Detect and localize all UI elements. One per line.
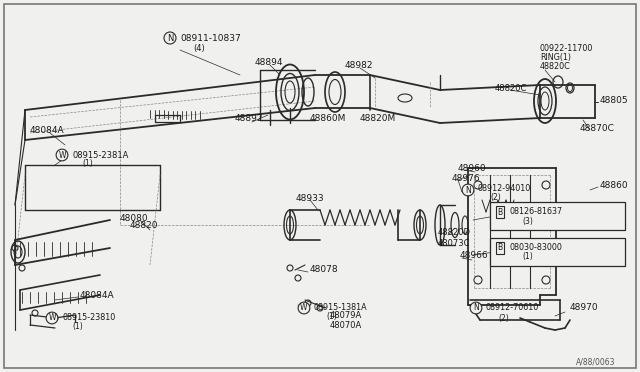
Text: 08911-10837: 08911-10837 — [180, 33, 241, 42]
Text: B: B — [497, 208, 502, 217]
Text: 48870C: 48870C — [580, 124, 615, 132]
Text: 08915-2381A: 08915-2381A — [72, 151, 129, 160]
Text: 48073C: 48073C — [438, 240, 470, 248]
Text: 48933: 48933 — [296, 193, 324, 202]
Text: 48976: 48976 — [452, 173, 481, 183]
Text: (1): (1) — [522, 253, 532, 262]
Text: 48894: 48894 — [255, 58, 284, 67]
Bar — [490, 202, 625, 230]
Circle shape — [287, 265, 293, 271]
Text: 48970: 48970 — [570, 304, 598, 312]
Circle shape — [12, 245, 18, 251]
Text: 48820C: 48820C — [540, 61, 571, 71]
Text: (1): (1) — [72, 321, 83, 330]
Text: 08126-81637: 08126-81637 — [510, 206, 563, 215]
Text: (4): (4) — [193, 44, 205, 52]
Circle shape — [295, 275, 301, 281]
Text: 48084A: 48084A — [30, 125, 65, 135]
Circle shape — [32, 310, 38, 316]
Text: 48820M: 48820M — [360, 113, 396, 122]
Text: B: B — [497, 244, 502, 253]
Bar — [490, 238, 625, 266]
Text: W: W — [48, 314, 56, 323]
Text: W: W — [300, 304, 308, 312]
Text: (2): (2) — [490, 192, 500, 202]
Text: 08915-23810: 08915-23810 — [62, 312, 115, 321]
Text: 48860M: 48860M — [310, 113, 346, 122]
Text: N: N — [167, 33, 173, 42]
Text: 48820: 48820 — [130, 221, 159, 230]
Text: 08912-70610: 08912-70610 — [486, 304, 540, 312]
Text: 48982: 48982 — [345, 61, 374, 70]
Text: 48892: 48892 — [235, 113, 264, 122]
Circle shape — [542, 181, 550, 189]
Text: 48860: 48860 — [600, 180, 628, 189]
Text: 48820C: 48820C — [495, 83, 527, 93]
Text: 48078: 48078 — [310, 266, 339, 275]
Text: 48966: 48966 — [460, 250, 488, 260]
Circle shape — [542, 276, 550, 284]
Text: 48084A: 48084A — [80, 291, 115, 299]
Text: N: N — [465, 186, 471, 195]
Text: 08912-94010: 08912-94010 — [478, 183, 531, 192]
Circle shape — [515, 252, 521, 258]
Text: 08915-1381A: 08915-1381A — [314, 304, 367, 312]
Circle shape — [52, 315, 58, 321]
Text: 48820D: 48820D — [438, 228, 471, 237]
Text: 48070A: 48070A — [330, 321, 362, 330]
Text: RING(1): RING(1) — [540, 52, 571, 61]
Circle shape — [19, 265, 25, 271]
Text: 48080: 48080 — [120, 214, 148, 222]
Text: (3): (3) — [522, 217, 533, 225]
Text: N: N — [473, 304, 479, 312]
Text: 00922-11700: 00922-11700 — [540, 44, 593, 52]
Circle shape — [474, 276, 482, 284]
Text: (2): (2) — [498, 314, 509, 323]
Circle shape — [501, 244, 509, 252]
Text: (1): (1) — [82, 158, 93, 167]
Text: W: W — [58, 151, 66, 160]
Text: 48960: 48960 — [458, 164, 486, 173]
Circle shape — [474, 181, 482, 189]
Text: 08030-83000: 08030-83000 — [510, 243, 563, 251]
Text: A/88/0063: A/88/0063 — [575, 357, 615, 366]
Circle shape — [317, 305, 323, 311]
Text: 48805: 48805 — [600, 96, 628, 105]
Text: 48079A: 48079A — [330, 311, 362, 321]
Circle shape — [305, 300, 311, 306]
Text: (1): (1) — [326, 312, 337, 321]
